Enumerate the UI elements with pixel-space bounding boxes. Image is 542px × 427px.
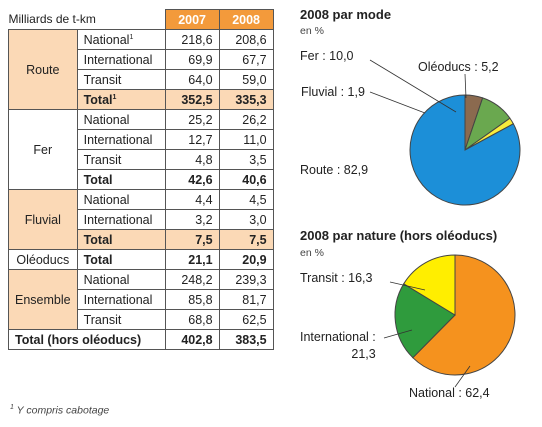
footnote: 1 Y compris cabotage xyxy=(10,404,109,417)
footnote-ref: 1 xyxy=(129,33,134,41)
pie1-leader-fer xyxy=(369,59,457,113)
pie2-leader-national xyxy=(454,365,471,388)
row-label: Transit xyxy=(76,309,166,330)
row-label: International xyxy=(76,129,166,150)
value-2007: 68,8 xyxy=(164,309,220,330)
value-2007: 248,2 xyxy=(164,269,220,290)
pie1-slice-route xyxy=(409,94,521,206)
grand-total-label: Total (hors oléoducs) xyxy=(8,329,166,350)
grand-total-row: Total (hors oléoducs) 402,8 383,5 xyxy=(8,329,274,350)
header-row: Milliards de t-km 2007 2008 xyxy=(8,9,274,30)
row-label: International xyxy=(76,49,166,70)
value-2008: 7,5 xyxy=(218,229,274,250)
pie2-title: 2008 par nature (hors oléoducs) xyxy=(300,228,498,243)
row-label-text: Total xyxy=(83,172,113,187)
table-row: Total1 352,5 335,3 xyxy=(9,89,274,110)
pie2-label-transit: Transit : 16,3 xyxy=(300,271,373,285)
pie2-label-national: National : 62,4 xyxy=(409,386,490,400)
row-label-text: International xyxy=(83,292,153,307)
table-row: Fer National 25,2 26,2 xyxy=(8,109,274,190)
pie2-leader-transit xyxy=(389,281,426,291)
row-label: National xyxy=(76,189,166,210)
units-label: Milliards de t-km xyxy=(8,12,96,27)
row-label-text: Transit xyxy=(83,312,122,327)
row-label-text: National xyxy=(83,32,130,47)
table-row: Transit 68,8 62,5 xyxy=(9,309,274,330)
value-2007: 12,7 xyxy=(164,129,220,150)
pie1-subtitle: en % xyxy=(300,25,324,37)
row-label-text: National xyxy=(83,192,130,207)
table-row: International 69,9 67,7 xyxy=(9,49,274,70)
row-label-text: Transit xyxy=(83,72,122,87)
table-row: International 85,8 81,7 xyxy=(9,289,274,310)
mode-label: Ensemble xyxy=(8,269,78,330)
pie2-label-international: International : 21,3 xyxy=(300,330,376,361)
value-2007: 4,8 xyxy=(164,149,220,170)
value-2007: 64,0 xyxy=(164,69,220,90)
value-2008: 4,5 xyxy=(218,189,274,210)
value-2007: 7,5 xyxy=(164,229,220,250)
row-label: International xyxy=(76,289,166,310)
mode-label: Fer xyxy=(8,109,78,190)
row-label-text: Total xyxy=(83,92,113,107)
mode-label: Route xyxy=(8,29,78,110)
row-label-text: Total xyxy=(83,232,113,247)
pie1-label-fer: Fer : 10,0 xyxy=(300,49,354,63)
pie2-slice-transit xyxy=(403,254,456,316)
pie1-label-route: Route : 82,9 xyxy=(300,163,369,177)
row-label-text: International xyxy=(83,52,153,67)
pie1-leader-oleoducs xyxy=(464,73,467,99)
grand-total-2008: 383,5 xyxy=(218,329,274,350)
grand-total-2007: 402,8 xyxy=(164,329,220,350)
value-2008: 26,2 xyxy=(218,109,274,130)
footnote-text: Y compris cabotage xyxy=(16,404,110,417)
value-2008: 335,3 xyxy=(218,89,274,110)
value-2008: 208,6 xyxy=(218,29,274,50)
table-row: Route National1 218,6 208,6 xyxy=(8,29,274,110)
row-label-text: International xyxy=(83,132,153,147)
footnote-mark: 1 xyxy=(10,404,14,411)
pie2-subtitle: en % xyxy=(300,247,324,259)
pie1-leader-fluvial xyxy=(369,91,426,114)
pie2-leader-international xyxy=(383,329,413,339)
year-header-2008: 2008 xyxy=(218,9,274,30)
pie2-slice-international xyxy=(394,283,456,359)
footnote-ref: 1 xyxy=(112,93,117,101)
pie2-slice-national xyxy=(412,254,516,376)
row-label-text: Total xyxy=(83,252,113,267)
mode-label: Oléoducs xyxy=(8,249,78,270)
year-header-2007: 2007 xyxy=(164,9,220,30)
table-row: Ensemble National 248,2 239,3 xyxy=(8,269,274,330)
stats-table: Milliards de t-km 2007 2008 Route Nationa… xyxy=(8,9,274,350)
row-label-text: National xyxy=(83,112,130,127)
row-label-text: Transit xyxy=(83,152,122,167)
row-label: Transit xyxy=(76,69,166,90)
table-row: International 12,7 11,0 xyxy=(9,129,274,150)
pie1-title: 2008 par mode xyxy=(300,7,392,22)
mode-label: Fluvial xyxy=(8,189,78,250)
value-2008: 62,5 xyxy=(218,309,274,330)
pie1-label-fluvial: Fluvial : 1,9 xyxy=(301,85,365,99)
value-2008: 81,7 xyxy=(218,289,274,310)
pie1-label-oleoducs: Oléoducs : 5,2 xyxy=(418,60,499,74)
table-row: Transit 64,0 59,0 xyxy=(9,69,274,90)
row-label-text: International xyxy=(83,212,153,227)
row-label-text: National xyxy=(83,272,130,287)
